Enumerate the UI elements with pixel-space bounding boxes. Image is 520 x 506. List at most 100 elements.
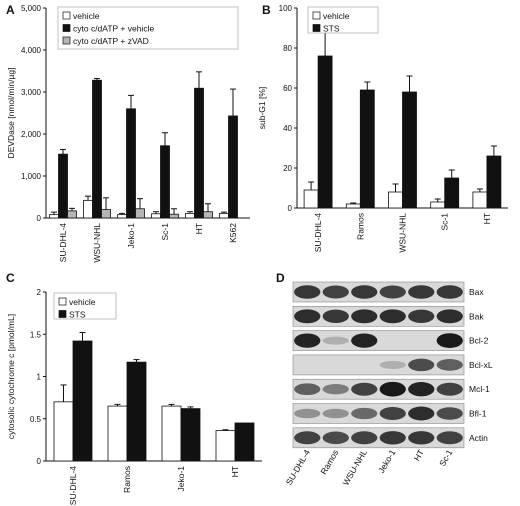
- category-label: Sc-1: [160, 223, 170, 241]
- blot-band: [408, 285, 435, 299]
- blot-band: [379, 431, 406, 445]
- blot-band: [294, 383, 321, 396]
- panel-label-a: A: [6, 3, 15, 17]
- chart-b: 0 20 40 60 80 100 sub-G1 [%] SU-DHL-4 Ramos WSU-N…: [257, 4, 508, 253]
- category-label: SU-DHL-4: [58, 223, 68, 262]
- legend-swatch: [312, 24, 321, 32]
- y-axis-title: DEVDase [nmol/min/µg]: [6, 68, 16, 159]
- bar: [135, 208, 145, 219]
- legend-label: vehicle: [69, 297, 96, 307]
- y-tick-label: 100: [279, 4, 293, 13]
- chart-a: 0 1,000 2,000 3,000 4,000 5,000 DEVDase [nmol/…: [6, 4, 250, 263]
- legend-swatch: [62, 24, 71, 32]
- blot-row-label: Bak: [469, 311, 484, 321]
- blot-band: [322, 285, 349, 299]
- blot-band: [322, 431, 349, 445]
- bar: [169, 213, 179, 219]
- blot-band: [294, 309, 321, 324]
- category-label: Ramos: [122, 466, 132, 493]
- category-label: SU-DHL-4: [313, 213, 323, 252]
- panel-label-d: D: [276, 271, 285, 285]
- blot-band: [351, 407, 378, 420]
- blot-band: [351, 285, 378, 299]
- blot-row-label: Actin: [469, 433, 488, 443]
- bar: [72, 340, 93, 462]
- blot-band: [436, 309, 463, 324]
- y-tick-label: 60: [283, 84, 292, 93]
- bar: [303, 189, 319, 209]
- bar: [345, 203, 361, 209]
- blot-band: [436, 431, 463, 445]
- blot-band: [294, 333, 321, 348]
- chart-c: 0 0.5 1 1.5 2 cytosolic cytochrome c [pmol/mL…: [6, 288, 262, 505]
- bar: [215, 430, 236, 462]
- blot-row-label: Bcl-2: [469, 336, 489, 346]
- lane-label: WSU-NHL: [340, 448, 369, 488]
- legend-label: cyto c/dATP + vehicle: [73, 24, 154, 34]
- lane-label: Sc-1: [437, 448, 455, 468]
- blot-band: [351, 382, 378, 396]
- lane-label: Ramos: [318, 448, 340, 476]
- blot-band: [408, 431, 435, 445]
- blot-band: [379, 381, 406, 397]
- legend-swatch: [62, 11, 71, 20]
- bar: [126, 361, 147, 462]
- blot-row-label: Bax: [469, 287, 484, 297]
- y-tick-label: 0: [288, 204, 293, 213]
- bar: [219, 212, 229, 219]
- blot-strip: [292, 330, 465, 351]
- y-tick-label: 1,000: [21, 172, 42, 181]
- blot-band: [351, 309, 378, 324]
- y-axis-title: sub-G1 [%]: [257, 87, 267, 130]
- y-tick-label: 5,000: [21, 4, 42, 13]
- bar: [402, 91, 417, 209]
- blot-band: [322, 408, 349, 419]
- legend-box: [57, 6, 239, 50]
- blot-band: [436, 333, 463, 348]
- category-label: Sc-1: [440, 213, 450, 231]
- y-tick-label: 0: [37, 457, 42, 466]
- y-tick-label: 4,000: [21, 46, 42, 55]
- blot-band: [322, 309, 349, 324]
- legend-label: STS: [323, 24, 340, 34]
- bar: [185, 212, 195, 219]
- bar: [234, 422, 255, 462]
- blot-band: [408, 406, 435, 421]
- bar: [444, 177, 460, 209]
- y-axis-title: cytosolic cytochrome c [pmol/mL]: [6, 314, 16, 439]
- y-tick-label: 0: [37, 214, 42, 223]
- blot-band: [351, 333, 378, 348]
- bar: [67, 210, 77, 219]
- y-tick-label: 3,000: [21, 88, 42, 97]
- category-label: HT: [482, 213, 492, 224]
- lane-label: Jeko-1: [376, 448, 398, 475]
- category-label: WSU-NHL: [92, 223, 102, 263]
- bar: [486, 155, 502, 209]
- blot-band: [322, 336, 349, 345]
- category-label: HT: [194, 223, 204, 234]
- bar: [203, 211, 213, 219]
- bar: [359, 89, 375, 209]
- blot-band: [408, 309, 435, 324]
- bar: [472, 191, 488, 209]
- legend-swatch: [62, 36, 71, 45]
- blot-band: [379, 407, 406, 420]
- y-tick-label: 2: [37, 288, 42, 297]
- bar: [117, 214, 127, 219]
- legend-label: vehicle: [323, 11, 350, 21]
- bar: [92, 79, 102, 219]
- bar: [101, 209, 111, 219]
- y-tick-label: 20: [283, 164, 292, 173]
- category-label: SU-DHL-4: [68, 466, 78, 505]
- legend-swatch: [58, 310, 67, 318]
- y-tick-label: 40: [283, 124, 292, 133]
- blot-band: [379, 285, 406, 299]
- category-label: K562: [228, 223, 238, 243]
- bar: [83, 199, 93, 219]
- bar: [388, 191, 403, 209]
- bar: [126, 108, 136, 219]
- blot-band: [294, 408, 321, 419]
- blot-band: [379, 309, 406, 324]
- bar: [58, 153, 68, 219]
- blot-band: [436, 407, 463, 420]
